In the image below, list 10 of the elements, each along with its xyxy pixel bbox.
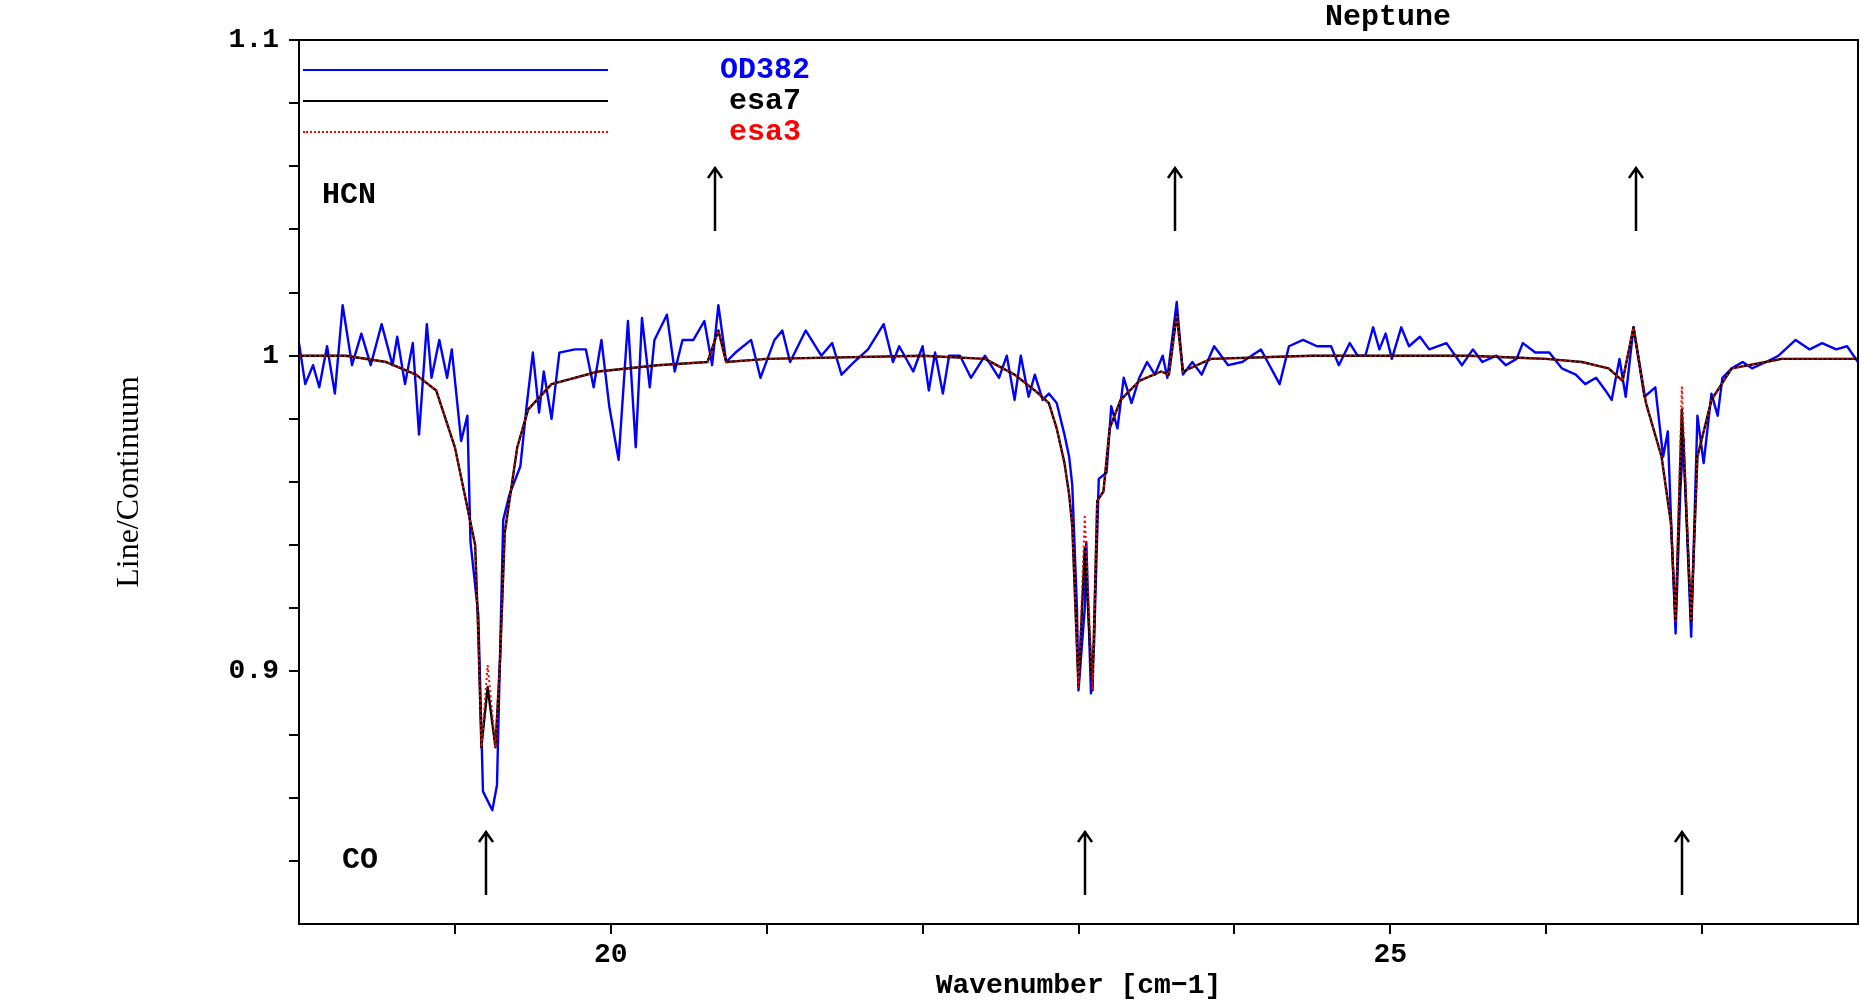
y-axis-title: Line/Continuum bbox=[108, 376, 145, 588]
y-tick-label: 0.9 bbox=[228, 655, 279, 687]
y-tick-label: 1 bbox=[262, 339, 279, 371]
annotation: HCN bbox=[322, 178, 377, 212]
x-tick-label: 20 bbox=[594, 938, 628, 970]
x-axis-title: Wavenumber [cm−1] bbox=[935, 970, 1222, 1002]
annotation: CO bbox=[342, 843, 379, 877]
chart-title: Neptune bbox=[1324, 0, 1452, 34]
y-tick-label: 1.1 bbox=[228, 24, 279, 56]
x-tick-label: 25 bbox=[1373, 938, 1408, 970]
